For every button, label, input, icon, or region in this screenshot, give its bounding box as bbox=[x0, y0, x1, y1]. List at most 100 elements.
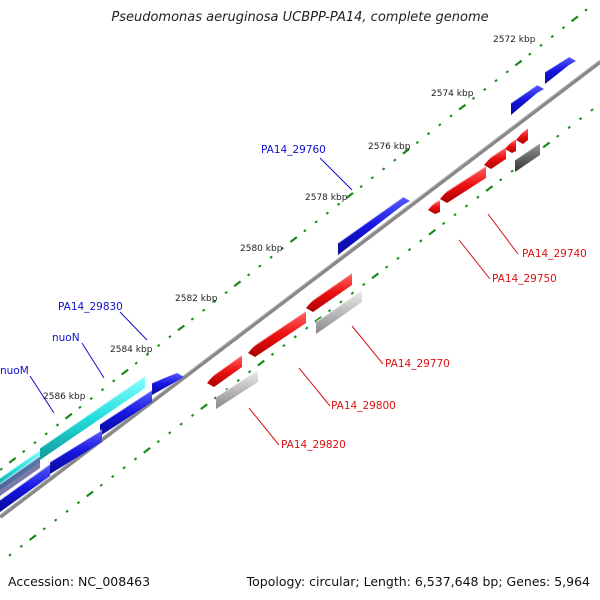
gene-reverse-block-highlight bbox=[504, 138, 517, 147]
gene-reverse-block-highlight bbox=[247, 310, 307, 351]
outer-tick bbox=[494, 79, 498, 83]
label-leader-line bbox=[248, 407, 280, 446]
inner-tick bbox=[384, 265, 389, 269]
inner-tick bbox=[19, 544, 24, 548]
inner-tick bbox=[419, 239, 423, 243]
inner-tick bbox=[305, 326, 309, 330]
gene-reverse-block-highlight bbox=[439, 165, 487, 197]
inner-tick bbox=[499, 178, 503, 182]
inner-tick bbox=[453, 213, 457, 217]
gene-forward-block-highlight bbox=[0, 463, 51, 501]
outer-tick bbox=[157, 343, 161, 348]
inner-tick bbox=[42, 527, 46, 531]
inner-tick bbox=[190, 413, 195, 417]
scale-label: 2584 kbp bbox=[110, 345, 153, 355]
inner-tick bbox=[327, 309, 332, 313]
outer-tick bbox=[483, 87, 487, 92]
gene-forward-block bbox=[0, 464, 50, 512]
scale-label: 2582 kbp bbox=[175, 294, 218, 304]
outer-tick-ring bbox=[0, 8, 588, 471]
outer-tick bbox=[0, 467, 3, 471]
gene-reverse-block-highlight bbox=[427, 199, 441, 208]
gene-forward-block-highlight bbox=[510, 79, 545, 104]
inner-tick bbox=[282, 344, 286, 348]
outer-tick bbox=[168, 335, 172, 339]
gene-forward-block-highlight bbox=[151, 367, 185, 384]
outer-tick bbox=[438, 123, 442, 127]
gene-pseudo-block-highlight bbox=[215, 369, 259, 398]
inner-tick bbox=[236, 378, 240, 383]
outer-tick bbox=[202, 308, 206, 312]
outer-tick bbox=[224, 290, 228, 295]
outer-tick bbox=[539, 43, 543, 47]
inner-tick bbox=[362, 282, 366, 287]
inner-tick bbox=[464, 204, 469, 208]
inner-tick bbox=[8, 553, 12, 557]
reverse-strand-genes bbox=[206, 127, 541, 409]
outer-tick bbox=[570, 15, 579, 23]
inner-tick bbox=[556, 134, 560, 138]
gene-reverse-block bbox=[248, 311, 306, 357]
scale-label: 2576 kbp bbox=[368, 142, 411, 152]
inner-tick bbox=[122, 466, 126, 470]
gene-reverse-block bbox=[505, 139, 516, 153]
inner-tick bbox=[510, 169, 514, 173]
gene-forward-block-highlight bbox=[0, 455, 41, 485]
topology-summary: Topology: circular; Length: 6,537,648 bp… bbox=[246, 574, 590, 589]
gene-forward-block-highlight bbox=[49, 429, 103, 463]
outer-tick bbox=[325, 211, 329, 215]
outer-tick bbox=[528, 52, 532, 56]
gene-reverse-block bbox=[306, 273, 352, 312]
outer-tick bbox=[561, 26, 566, 30]
label-leader-line bbox=[351, 325, 384, 365]
gene-forward-block bbox=[338, 197, 410, 255]
inner-tick bbox=[248, 370, 252, 374]
inner-tick bbox=[133, 457, 138, 461]
gene-label-reverse: PA14_29820 bbox=[281, 439, 346, 451]
outer-tick bbox=[177, 324, 186, 332]
gene-forward-block bbox=[545, 57, 576, 84]
gene-forward-block bbox=[0, 456, 40, 496]
accession-text: Accession: NC_008463 bbox=[8, 574, 151, 589]
outer-tick bbox=[233, 280, 242, 288]
gene-pseudo-block bbox=[216, 370, 258, 409]
outer-tick bbox=[415, 140, 419, 145]
gene-label-reverse: PA14_29740 bbox=[522, 248, 587, 260]
outer-tick bbox=[121, 368, 129, 376]
label-leader-line bbox=[458, 239, 491, 280]
inner-tick bbox=[314, 316, 322, 323]
inner-tick bbox=[371, 272, 380, 280]
inner-tick bbox=[99, 483, 103, 487]
outer-tick bbox=[381, 167, 386, 171]
outer-tick bbox=[458, 103, 467, 111]
inner-tick bbox=[407, 248, 412, 252]
outer-tick bbox=[289, 236, 298, 243]
outer-tick bbox=[426, 132, 431, 136]
outer-tick bbox=[514, 59, 523, 67]
scale-label: 2578 kbp bbox=[305, 193, 348, 203]
inner-tick bbox=[350, 291, 354, 295]
outer-tick bbox=[505, 70, 509, 74]
gene-reverse-block-highlight bbox=[206, 354, 243, 381]
gene-reverse-block bbox=[516, 128, 528, 144]
gene-label-forward: nuoN bbox=[52, 332, 80, 344]
inner-tick bbox=[54, 518, 58, 522]
outer-tick bbox=[8, 457, 17, 464]
gene-pseudo-block bbox=[316, 290, 362, 334]
outer-tick bbox=[345, 192, 354, 199]
label-leader-line bbox=[319, 157, 353, 191]
outer-tick bbox=[471, 96, 476, 100]
outer-tick bbox=[55, 423, 60, 427]
label-leader-line bbox=[29, 375, 55, 414]
inner-tick bbox=[86, 490, 94, 498]
outer-tick bbox=[269, 255, 273, 259]
inner-tick bbox=[396, 256, 400, 260]
outer-tick bbox=[247, 273, 251, 277]
outer-tick bbox=[100, 388, 105, 392]
gene-forward-highlight-highlight bbox=[0, 449, 41, 479]
scale-label: 2574 kbp bbox=[431, 89, 474, 99]
inner-tick bbox=[270, 352, 275, 356]
outer-tick bbox=[22, 449, 26, 454]
inner-tick bbox=[485, 185, 494, 192]
inner-tick bbox=[168, 431, 172, 435]
